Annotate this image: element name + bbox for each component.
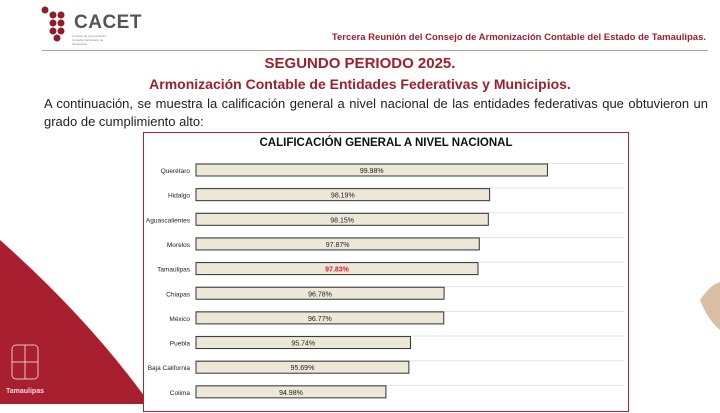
bar	[195, 212, 489, 226]
category-label: Baja California	[148, 365, 191, 372]
bar	[195, 360, 410, 374]
intro-paragraph: A continuación, se muestra la calificaci…	[44, 96, 708, 129]
data-label: 96.78%	[308, 291, 332, 298]
data-label: 95.69%	[291, 365, 315, 372]
bar	[195, 336, 411, 350]
data-label: 94.98%	[279, 390, 303, 397]
bar	[195, 188, 491, 202]
chart-title: CALIFICACIÓN GENERAL A NIVEL NACIONAL	[259, 137, 513, 149]
data-label: 98.19%	[331, 193, 355, 200]
bar	[195, 237, 480, 251]
data-label: 95.74%	[291, 341, 315, 348]
chart-plot: Querétaro 99.98% Hidalgo 98.19% Aguascalient…	[146, 163, 624, 399]
category-label: Querétaro	[161, 168, 191, 175]
bar	[195, 286, 445, 300]
bar	[195, 163, 548, 177]
data-label: 98.15%	[330, 217, 354, 224]
ranking-chart: CALIFICACIÓN GENERAL A NIVEL NACIONAL Qu…	[143, 132, 629, 412]
logo-subtitle: Consejo de Armonización Contable del Est…	[72, 34, 107, 46]
category-label: Colima	[170, 390, 191, 397]
category-label: México	[169, 316, 190, 323]
data-label: 99.98%	[360, 168, 384, 175]
data-label: 97.87%	[326, 242, 350, 249]
tamaulipas-crest-icon	[11, 344, 39, 380]
category-label: Aguascalientes	[146, 217, 191, 224]
background-decoration	[0, 240, 720, 404]
category-label: Tamaulipas	[157, 267, 191, 274]
page-title: SEGUNDO PERIODO 2025.	[264, 55, 456, 72]
bar	[195, 385, 387, 399]
crest-label: Tamaulipas	[6, 388, 44, 395]
meeting-header: Tercera Reunión del Consejo de Armonizac…	[331, 32, 706, 43]
category-label: Morelos	[167, 242, 191, 249]
cacet-logo: CACET Consejo de Armonización Contable d…	[40, 6, 142, 46]
category-label: Puebla	[170, 341, 191, 348]
data-label: 96.77%	[308, 316, 332, 323]
hexagon-cluster-icon	[41, 6, 65, 42]
category-label: Chiapas	[166, 291, 191, 298]
bar	[195, 262, 479, 276]
header-divider	[42, 50, 708, 51]
page-subtitle: Armonización Contable de Entidades Feder…	[149, 76, 571, 92]
logo-name: CACET	[74, 12, 142, 33]
data-label: 97.83%	[325, 267, 350, 274]
category-label: Hidalgo	[168, 193, 190, 200]
bar	[195, 311, 445, 325]
